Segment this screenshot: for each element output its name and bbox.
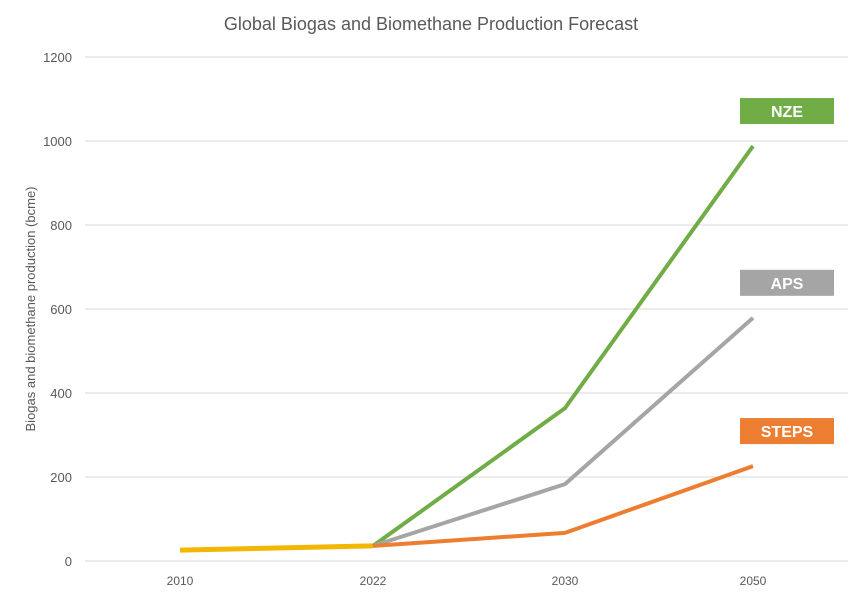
chart-title: Global Biogas and Biomethane Production … <box>224 14 638 34</box>
y-tick-label: 800 <box>50 218 72 233</box>
y-tick-label: 200 <box>50 470 72 485</box>
x-tick-label: 2022 <box>360 574 387 588</box>
y-tick-label: 400 <box>50 386 72 401</box>
series-line-steps <box>372 464 754 548</box>
y-tick-label: 600 <box>50 302 72 317</box>
series-label-aps: APS <box>771 276 804 293</box>
series-label-box-nze <box>740 98 834 125</box>
x-tick-label: 2030 <box>552 574 579 588</box>
y-tick-label: 1200 <box>43 50 72 65</box>
y-tick-label: 0 <box>65 554 72 569</box>
series-label-box-aps <box>740 269 834 296</box>
x-tick-label: 2050 <box>740 574 767 588</box>
series-label-steps: STEPS <box>761 424 814 441</box>
x-tick-label: 2010 <box>167 574 194 588</box>
y-axis-label: Biogas and biomethane production (bcme) <box>23 187 38 432</box>
series-label-box-steps <box>740 418 834 445</box>
series-line-historical <box>179 543 374 553</box>
series-label-nze: NZE <box>771 104 803 121</box>
series-line-nze <box>371 144 755 548</box>
y-tick-label: 1000 <box>43 134 72 149</box>
series-line-aps <box>372 316 755 548</box>
